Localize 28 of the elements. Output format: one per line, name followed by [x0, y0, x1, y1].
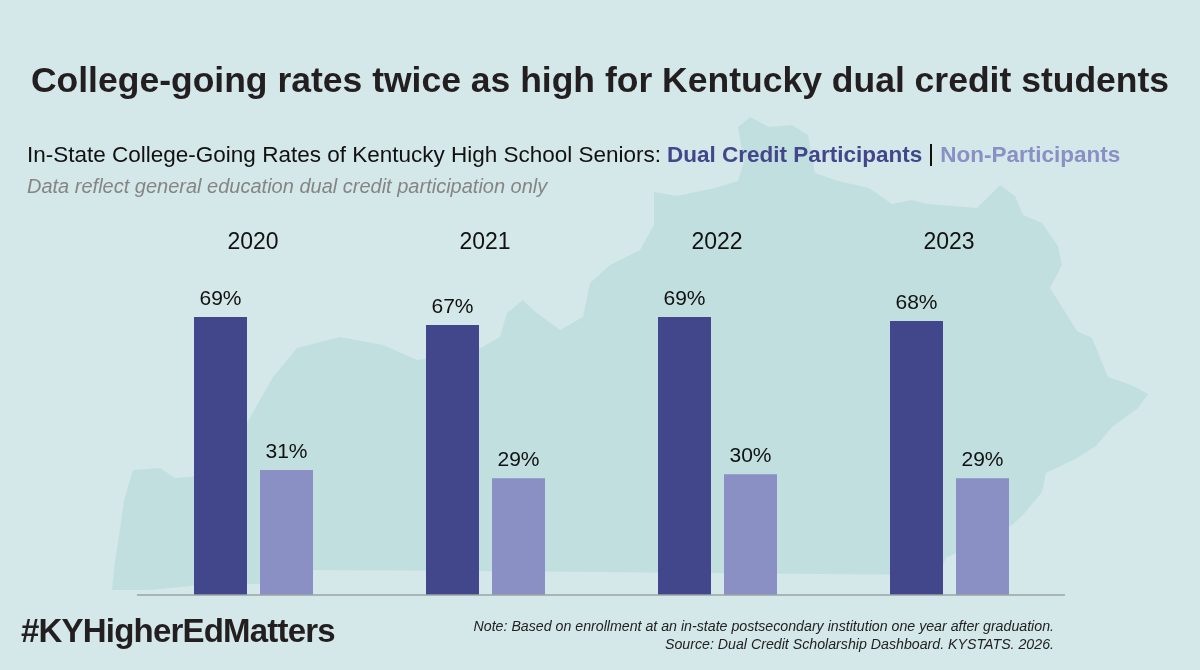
- data-label: 29%: [961, 447, 1004, 471]
- data-label: 67%: [431, 294, 474, 318]
- text: Non-Participants: [940, 141, 1121, 168]
- bar: [956, 478, 1009, 595]
- source-note: Source: Dual Credit Scholarship Dashboard. KYSTATS. 2026.: [664, 636, 1054, 652]
- data-label: 69%: [663, 286, 706, 309]
- bar: [890, 321, 943, 595]
- text: Dual Credit Participants: [667, 141, 923, 168]
- bar: [426, 325, 479, 595]
- bar: [194, 317, 247, 595]
- data-label: 29%: [497, 447, 540, 471]
- data-label: 69%: [199, 286, 242, 309]
- data-label: 30%: [729, 443, 772, 467]
- text: Data reflect general education dual credit participation only: [27, 175, 548, 197]
- chart-subtitle: In-State College-Going Rates of Kentucky High School Seniors:: [27, 141, 662, 168]
- bar: [492, 478, 545, 595]
- chart-title: College-going rates twice as high for Kentucky dual credit students: [30, 60, 1170, 100]
- text: Note: Based on enrollment at an in-state postsecondary institution one year after graduation.: [473, 618, 1054, 634]
- bar: [260, 470, 313, 595]
- x-tick-label: 2022: [691, 228, 743, 254]
- bar: [724, 474, 777, 595]
- data-label: 31%: [265, 439, 308, 463]
- x-tick-label: 2023: [923, 228, 975, 254]
- x-tick-label: 2020: [227, 228, 279, 254]
- x-tick-label: 2021: [459, 228, 511, 254]
- text: #KYHigherEdMatters: [21, 612, 335, 649]
- data-label: 68%: [895, 290, 938, 314]
- bar: [658, 317, 711, 595]
